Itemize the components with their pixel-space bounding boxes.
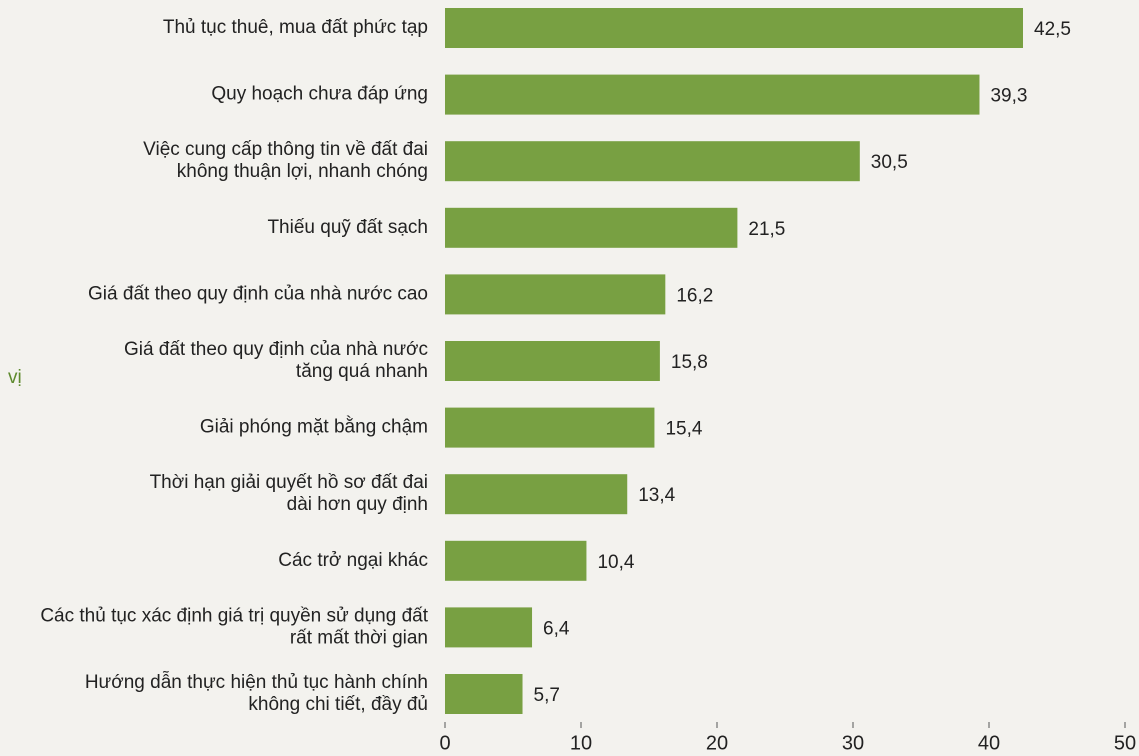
label-line: Giá đất theo quy định của nhà nước cao [88,283,428,304]
label-line: Thủ tục thuê, mua đất phức tạp [163,17,428,38]
label-line: Quy hoạch chưa đáp ứng [211,84,428,105]
value-label: 13,4 [638,485,675,506]
bar [445,207,738,248]
label-line: Các thủ tục xác định giá trị quyền sử dụ… [40,605,428,626]
y-tick-label: Thời hạn giải quyết hồ sơ đất đai dài hơn… [150,472,428,515]
bar [445,474,628,515]
y-tick-label: Hướng dẫn thực hiện thủ tục hành chính kh… [85,671,428,715]
label-line: Hướng dẫn thực hiện thủ tục hành chính [85,671,428,693]
value-label: 6,4 [543,618,570,639]
label-line: không chi tiết, đầy đủ [248,694,428,715]
y-tick-label: Các trở ngại khác [278,550,428,571]
bar [445,74,980,115]
y-tick-label: Thủ tục thuê, mua đất phức tạp [163,17,428,38]
y-tick-label: Thiếu quỹ đất sạch [267,217,428,238]
annotation: vị [8,367,22,388]
y-tick-label: Các thủ tục xác định giá trị quyền sử dụ… [40,605,428,648]
value-label: 16,2 [676,285,713,306]
y-tick-label: Giá đất theo quy định của nhà nước tăng q… [124,339,428,382]
label-line: Thời hạn giải quyết hồ sơ đất đai [150,472,428,493]
y-tick-label: Giá đất theo quy định của nhà nước cao [88,283,428,304]
bar [445,540,587,581]
label-line: tăng quá nhanh [296,361,428,382]
bar [445,341,660,381]
label-line: Giải phóng mặt bằng chậm [200,416,428,438]
bar [445,8,1023,48]
label-line: Thiếu quỹ đất sạch [267,217,428,238]
value-label: 15,8 [671,352,708,373]
value-label: 5,7 [534,685,560,706]
label-line: dài hơn quy định [287,494,428,515]
x-tick-label: 0 [439,732,450,754]
x-tick-label: 40 [978,732,1000,754]
value-label: 39,3 [990,86,1027,107]
value-label: 10,4 [597,552,634,573]
y-tick-label: Việc cung cấp thông tin về đất đai không … [143,139,428,182]
value-label: 30,5 [871,152,908,173]
x-tick-label: 10 [570,732,592,754]
x-tick-label: 50 [1114,732,1136,754]
label-line: Các trở ngại khác [278,550,428,571]
label-line: không thuận lợi, nhanh chóng [177,161,428,182]
label-line: rất mất thời gian [290,627,428,648]
x-tick-label: 20 [706,732,728,754]
label-line: Việc cung cấp thông tin về đất đai [143,139,428,160]
bar [445,141,860,182]
bar [445,674,523,714]
y-tick-label: Quy hoạch chưa đáp ứng [211,84,428,105]
value-label: 15,4 [665,419,702,440]
value-label: 42,5 [1034,19,1071,40]
x-tick-label: 30 [842,732,864,754]
bar [445,407,655,448]
bar [445,607,533,648]
bar [445,274,666,315]
value-label: 21,5 [748,219,785,240]
label-line: Giá đất theo quy định của nhà nước [124,339,428,360]
y-tick-label: Giải phóng mặt bằng chậm [200,416,428,438]
